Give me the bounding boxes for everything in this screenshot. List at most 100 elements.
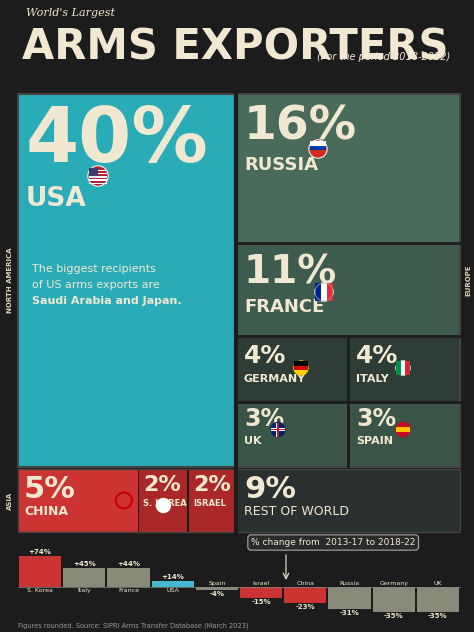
Text: 4%: 4% bbox=[356, 344, 398, 368]
Bar bbox=[310, 141, 326, 146]
Text: 2%: 2% bbox=[193, 475, 231, 495]
Text: NORTH AMERICA: NORTH AMERICA bbox=[7, 248, 13, 313]
Text: of US arms exports are: of US arms exports are bbox=[32, 280, 160, 290]
Text: SPAIN: SPAIN bbox=[356, 435, 393, 446]
Circle shape bbox=[315, 283, 333, 301]
Text: GERMANY: GERMANY bbox=[244, 374, 306, 384]
Bar bbox=[294, 361, 308, 366]
Bar bbox=[401, 361, 405, 375]
Bar bbox=[236, 94, 460, 243]
Text: Italy: Italy bbox=[77, 588, 91, 593]
Bar bbox=[373, 586, 415, 612]
Text: -4%: -4% bbox=[210, 590, 224, 597]
Bar bbox=[405, 361, 410, 375]
Bar bbox=[277, 423, 279, 437]
Bar bbox=[240, 586, 282, 597]
Text: 5%: 5% bbox=[24, 475, 76, 504]
Text: 16%: 16% bbox=[244, 104, 357, 149]
Bar bbox=[18, 94, 460, 467]
Bar bbox=[89, 168, 98, 176]
Circle shape bbox=[89, 167, 107, 185]
Text: UK: UK bbox=[244, 435, 262, 446]
Bar bbox=[19, 556, 61, 586]
Text: Saudi Arabia and Japan.: Saudi Arabia and Japan. bbox=[32, 296, 182, 306]
Bar bbox=[152, 581, 194, 586]
Bar bbox=[236, 469, 460, 532]
Bar bbox=[236, 401, 348, 467]
Circle shape bbox=[294, 361, 308, 375]
Text: 11%: 11% bbox=[244, 253, 337, 291]
Text: World's Largest: World's Largest bbox=[26, 8, 115, 18]
Bar bbox=[327, 283, 333, 301]
Text: -35%: -35% bbox=[428, 613, 448, 619]
Circle shape bbox=[310, 141, 326, 157]
Circle shape bbox=[396, 423, 410, 437]
Bar bbox=[89, 183, 107, 184]
Text: ASIA: ASIA bbox=[7, 491, 13, 509]
Bar bbox=[271, 428, 285, 430]
Text: USA: USA bbox=[166, 588, 179, 593]
Bar bbox=[108, 568, 150, 586]
Text: ITALY: ITALY bbox=[356, 374, 389, 384]
Bar bbox=[310, 145, 326, 150]
Bar bbox=[348, 401, 460, 467]
Text: 9%: 9% bbox=[244, 475, 296, 504]
Text: UK: UK bbox=[434, 581, 442, 586]
Bar bbox=[271, 428, 285, 431]
Text: -31%: -31% bbox=[340, 610, 359, 616]
Text: Israel: Israel bbox=[253, 581, 270, 586]
Text: 3%: 3% bbox=[244, 408, 284, 432]
Text: Germany: Germany bbox=[379, 581, 408, 586]
Bar bbox=[294, 366, 308, 370]
Text: RUSSIA: RUSSIA bbox=[244, 156, 318, 174]
Bar bbox=[284, 586, 327, 604]
Text: Russia: Russia bbox=[339, 581, 360, 586]
Text: % change from  2013-17 to 2018-22: % change from 2013-17 to 2018-22 bbox=[251, 538, 415, 547]
Bar bbox=[18, 469, 460, 532]
Text: +74%: +74% bbox=[28, 549, 52, 555]
Bar bbox=[276, 423, 280, 437]
Circle shape bbox=[396, 361, 410, 375]
Text: ARMS EXPORTERS: ARMS EXPORTERS bbox=[22, 26, 448, 68]
Bar bbox=[18, 469, 138, 532]
Circle shape bbox=[309, 140, 327, 158]
Bar bbox=[417, 586, 459, 612]
Circle shape bbox=[271, 423, 285, 437]
Text: +45%: +45% bbox=[73, 561, 96, 567]
Text: FRANCE: FRANCE bbox=[244, 298, 324, 316]
Bar bbox=[236, 336, 348, 401]
Circle shape bbox=[88, 166, 108, 186]
Bar bbox=[63, 568, 105, 586]
Circle shape bbox=[156, 499, 171, 513]
Bar bbox=[236, 243, 460, 336]
Bar bbox=[321, 283, 327, 301]
Text: 40%: 40% bbox=[26, 104, 209, 178]
Bar bbox=[348, 336, 460, 401]
Text: France: France bbox=[118, 588, 139, 593]
Text: (For the period 2018-2022): (For the period 2018-2022) bbox=[317, 52, 450, 62]
Bar bbox=[315, 283, 321, 301]
Bar bbox=[139, 469, 187, 532]
Bar bbox=[89, 179, 107, 181]
Text: REST OF WORLD: REST OF WORLD bbox=[244, 505, 349, 518]
Text: Spain: Spain bbox=[208, 581, 226, 586]
Text: EUROPE: EUROPE bbox=[465, 265, 471, 296]
Text: S. KOREA: S. KOREA bbox=[143, 499, 187, 508]
Bar bbox=[89, 173, 107, 174]
Text: 2%: 2% bbox=[143, 475, 181, 495]
Text: +14%: +14% bbox=[161, 574, 184, 580]
Bar bbox=[196, 586, 238, 590]
Text: CHINA: CHINA bbox=[24, 505, 68, 518]
Bar bbox=[18, 94, 236, 467]
Text: 3%: 3% bbox=[356, 408, 396, 432]
Bar bbox=[189, 469, 237, 532]
Text: China: China bbox=[296, 581, 314, 586]
Bar bbox=[396, 427, 410, 432]
Text: 4%: 4% bbox=[244, 344, 286, 368]
Text: +44%: +44% bbox=[117, 561, 140, 568]
Text: USA: USA bbox=[26, 186, 87, 212]
Text: -23%: -23% bbox=[295, 604, 315, 611]
Bar bbox=[396, 361, 401, 375]
Text: Figures rounded. Source: SIPRI Arms Transfer Database (March 2023): Figures rounded. Source: SIPRI Arms Tran… bbox=[18, 623, 248, 629]
Text: ISRAEL: ISRAEL bbox=[193, 499, 226, 508]
